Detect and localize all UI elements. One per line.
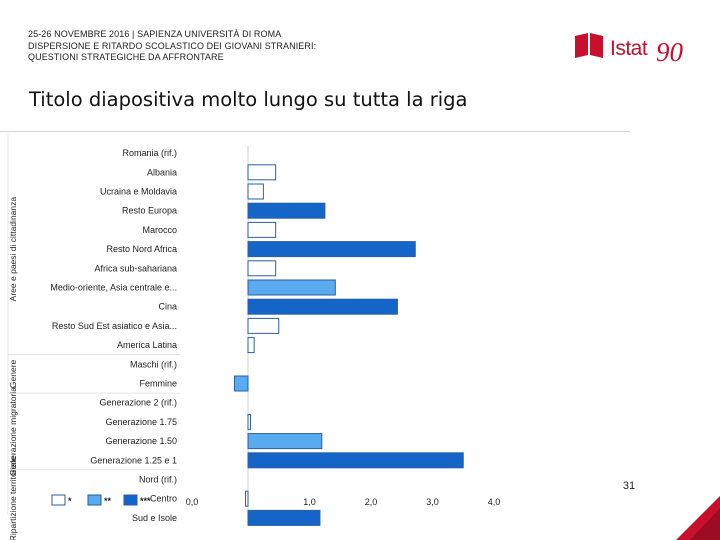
header-line-3: QUESTIONI STRATEGICHE DA AFFRONTARE bbox=[28, 52, 224, 62]
group-label: Ripartizione territoriale bbox=[8, 456, 18, 540]
category-label: Marocco bbox=[142, 225, 177, 235]
category-label: America Latina bbox=[117, 340, 177, 350]
category-label: Albania bbox=[147, 167, 177, 177]
header-line-1: 25-26 NOVEMBRE 2016 | SAPIENZA UNIVERSIT… bbox=[28, 29, 282, 39]
bar bbox=[247, 433, 323, 450]
legend-swatch bbox=[87, 494, 102, 506]
bar bbox=[247, 279, 336, 296]
corner-accent bbox=[676, 496, 720, 540]
slide-title: Titolo diapositiva molto lungo su tutta … bbox=[29, 88, 468, 111]
bar bbox=[247, 260, 277, 277]
group-label: Aree e paesi di cittadinanza bbox=[8, 197, 18, 302]
legend-swatch bbox=[51, 494, 66, 506]
istat-mark-icon bbox=[575, 33, 603, 58]
category-label: Cina bbox=[158, 302, 177, 312]
bar bbox=[247, 413, 251, 430]
category-label: Nord (rif.) bbox=[139, 475, 177, 485]
bar bbox=[247, 183, 264, 200]
header-line-2: DISPERSIONE E RITARDO SCOLASTICO DEI GIO… bbox=[28, 40, 317, 51]
bar bbox=[247, 298, 398, 315]
bar bbox=[247, 241, 416, 258]
legend-label: *** bbox=[140, 496, 151, 506]
category-label: Ucraina e Moldavia bbox=[100, 187, 177, 197]
x-tick-label: 3,0 bbox=[426, 497, 439, 507]
category-label: Generazione 1.75 bbox=[105, 417, 177, 427]
bar bbox=[247, 202, 326, 219]
bar bbox=[247, 164, 277, 181]
x-tick-label: 0,0 bbox=[186, 497, 199, 507]
bar bbox=[233, 375, 249, 392]
category-label: Generazione 1.50 bbox=[105, 436, 177, 446]
bar bbox=[247, 509, 321, 526]
title-divider bbox=[0, 131, 630, 132]
istat-logo: Istat 90 bbox=[575, 33, 684, 67]
page-number: 31 bbox=[622, 480, 636, 492]
bar bbox=[245, 490, 249, 507]
category-label: Africa sub-sahariana bbox=[94, 263, 177, 273]
logo-wordmark: Istat bbox=[610, 37, 648, 60]
x-tick-label: 1,0 bbox=[303, 497, 316, 507]
category-label: Resto Nord Africa bbox=[106, 244, 177, 254]
category-label: Generazione 2 (rif.) bbox=[99, 398, 177, 408]
category-label: Romania (rif.) bbox=[122, 148, 177, 158]
logo-anniversary: 90 bbox=[656, 37, 684, 67]
legend-label: ** bbox=[104, 496, 112, 506]
category-label: Centro bbox=[150, 494, 177, 504]
category-label: Medio-oriente, Asia centrale e... bbox=[50, 283, 177, 293]
x-tick-label: 4,0 bbox=[488, 497, 501, 507]
category-label: Generazione 1.25 e 1 bbox=[90, 455, 177, 465]
category-label: Resto Sud Est asiatico e Asia... bbox=[52, 321, 177, 331]
bar-chart: Aree e paesi di cittadinanzaGenereGenera… bbox=[7, 134, 501, 540]
category-label: Maschi (rif.) bbox=[130, 359, 177, 369]
bar bbox=[247, 317, 280, 334]
category-label: Femmine bbox=[139, 379, 177, 389]
bar bbox=[247, 221, 277, 238]
category-label: Resto Europa bbox=[122, 206, 177, 216]
x-tick-label: 2,0 bbox=[365, 497, 378, 507]
category-label: Sud e Isole bbox=[132, 513, 177, 523]
group-label: Genere bbox=[8, 359, 18, 388]
bar bbox=[247, 452, 464, 469]
legend-swatch bbox=[123, 494, 138, 506]
slide-header: 25-26 NOVEMBRE 2016 | SAPIENZA UNIVERSIT… bbox=[28, 29, 316, 64]
legend-label: * bbox=[68, 496, 72, 506]
group-label: Generazione migratoria bbox=[8, 387, 18, 476]
bar bbox=[247, 337, 255, 354]
